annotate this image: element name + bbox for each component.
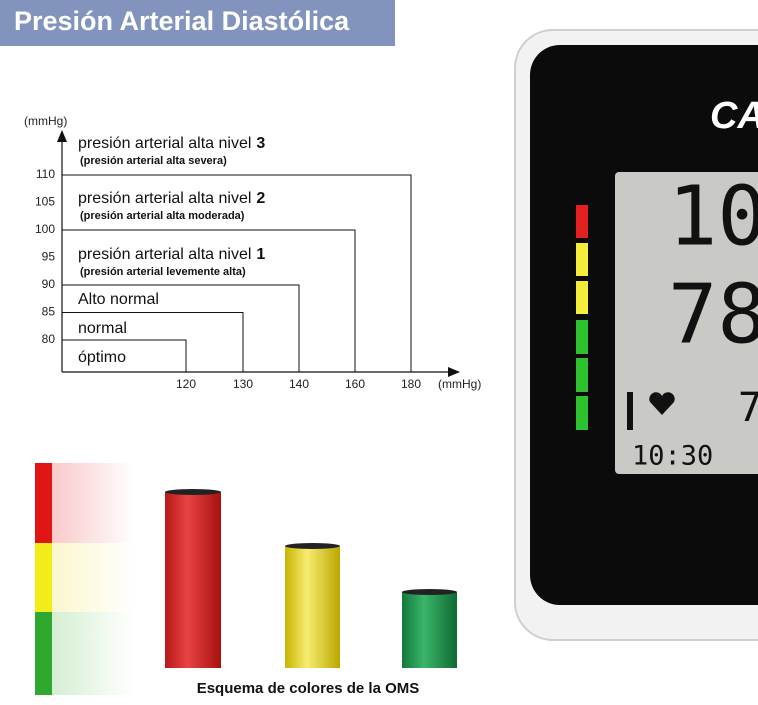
axes (57, 130, 460, 377)
zone-sublabel: (presión arterial levemente alta) (80, 266, 246, 278)
x-tick-label: 160 (345, 377, 365, 391)
x-tick-label: 140 (289, 377, 309, 391)
y-tick-label: 90 (42, 277, 56, 291)
zone-level: 1 (256, 246, 265, 263)
zone-label: óptimo (78, 349, 126, 366)
zone-label-text: presión arterial alta nivel (78, 246, 251, 263)
zone-box (62, 312, 244, 372)
x-tick-label: 120 (176, 377, 196, 391)
zone-box (62, 174, 412, 372)
y-tick-label: 105 (35, 195, 55, 209)
zone-label: presión arterial alta nivel 1 (78, 246, 265, 263)
zone-level: 2 (256, 190, 265, 207)
zone-label: normal (78, 320, 127, 337)
y-axis-unit: (mmHg) (24, 114, 67, 128)
zone-label: presión arterial alta nivel 2 (78, 190, 265, 207)
zone-label-text: presión arterial alta nivel (78, 135, 251, 152)
title: Presión Arterial Diastólica (14, 6, 350, 36)
y-tick-label: 95 (42, 250, 56, 264)
systolic: 10 (668, 169, 758, 264)
zone-label: presión arterial alta nivel 3 (78, 135, 265, 152)
zone-box (62, 284, 300, 372)
x-axis-unit: (mmHg) (438, 377, 481, 391)
zone-label-text: presión arterial alta nivel (78, 190, 251, 207)
time: 10:30 (632, 441, 713, 472)
title-bar (0, 0, 395, 46)
y-tick-label: 80 (42, 332, 56, 346)
caption: Esquema de colores de la OMS (197, 680, 420, 697)
x-tick-label: 180 (401, 377, 421, 391)
zone-label: Alto normal (78, 291, 159, 308)
zone-label-text: Alto normal (78, 291, 159, 308)
y-tick-label: 110 (36, 167, 55, 181)
y-tick-label: 100 (35, 222, 55, 236)
zone-box (62, 339, 187, 372)
pulse: 7 (738, 385, 758, 431)
zone-sublabel: (presión arterial alta moderada) (80, 210, 245, 222)
zone-label-text: normal (78, 320, 127, 337)
zone-label-text: óptimo (78, 349, 126, 366)
device: CA 10 78 7 10:30 (514, 29, 758, 641)
zone-box (62, 229, 356, 372)
diastolic: 78 (668, 267, 758, 362)
color-scheme (35, 463, 457, 695)
y-tick-label: 85 (42, 305, 56, 319)
zone-sublabel: (presión arterial alta severa) (80, 155, 227, 167)
x-tick-label: 130 (233, 377, 253, 391)
brand: CA (710, 95, 758, 137)
zone-level: 3 (256, 135, 265, 152)
